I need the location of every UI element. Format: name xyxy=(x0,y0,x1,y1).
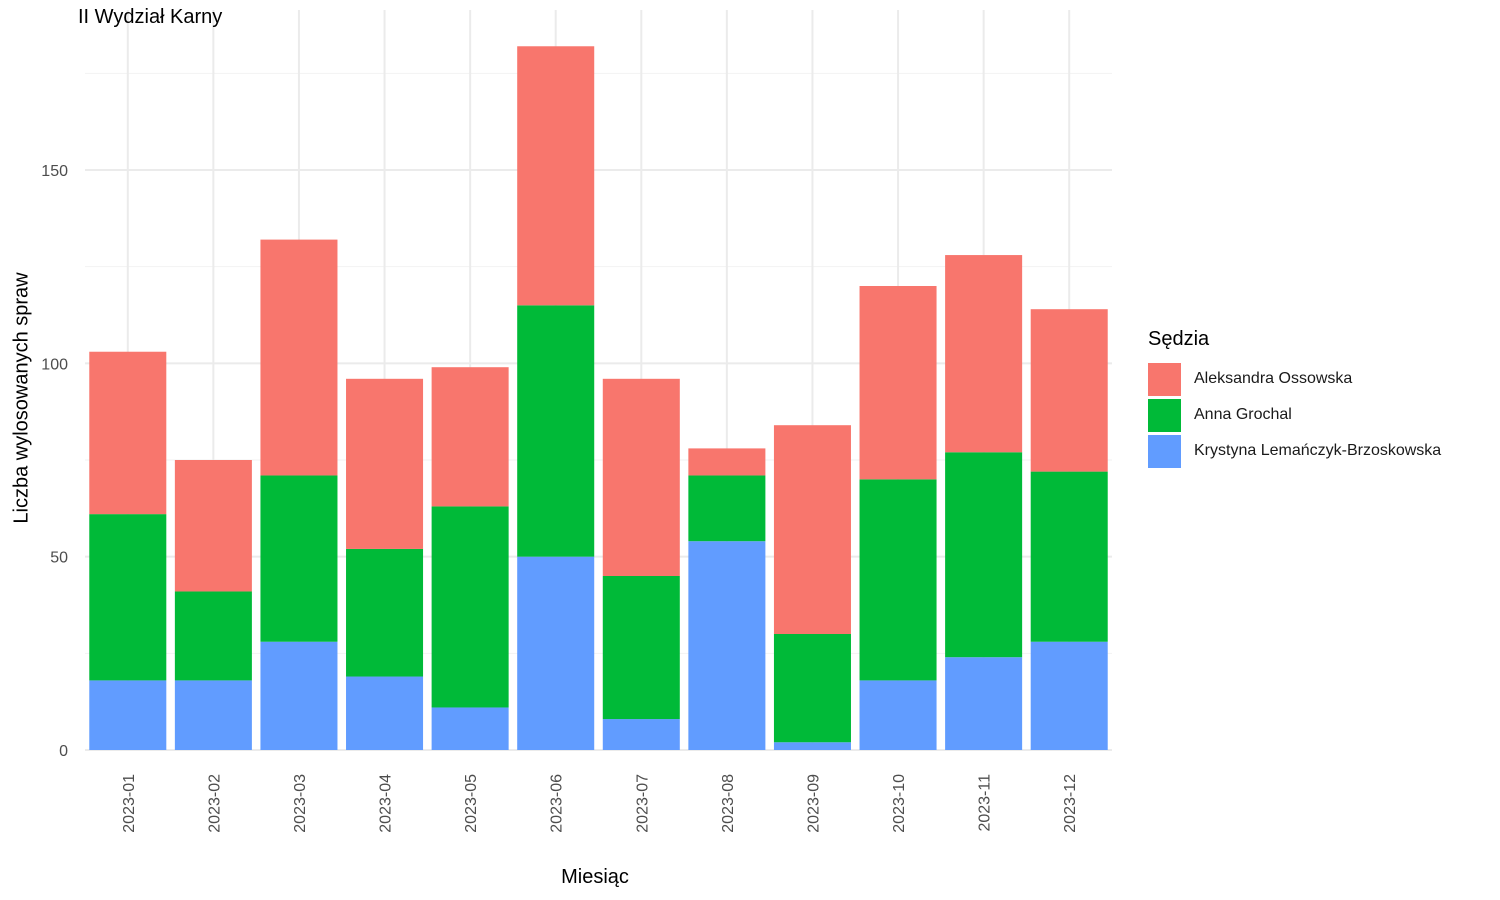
bar-segment xyxy=(260,239,338,476)
legend-item-ossowska: Aleksandra Ossowska xyxy=(1148,361,1441,397)
y-tick-label: 150 xyxy=(41,163,68,180)
x-tick-label: 2023-11 xyxy=(977,774,994,832)
bar-segment xyxy=(859,479,937,681)
legend-label-grochal: Anna Grochal xyxy=(1194,406,1292,423)
legend-item-lemanczyk: Krystyna Lemańczyk-Brzoskowska xyxy=(1148,433,1441,469)
bar-segment xyxy=(517,305,595,557)
x-tick-label: 2023-10 xyxy=(891,774,908,833)
legend-swatch-ossowska xyxy=(1148,362,1181,396)
bar-segment xyxy=(945,255,1023,453)
legend: Sędzia Aleksandra Ossowska Anna Grochal … xyxy=(1148,328,1441,469)
bar-segment xyxy=(346,548,424,677)
bar-segment xyxy=(773,742,851,750)
bar-segment xyxy=(602,719,680,750)
legend-label-ossowska: Aleksandra Ossowska xyxy=(1194,370,1353,387)
x-tick-label: 2023-04 xyxy=(378,774,395,833)
bar-segment xyxy=(773,425,851,634)
chart-title: II Wydział Karny xyxy=(78,6,223,28)
bar-segment xyxy=(346,676,424,750)
bar-segment xyxy=(945,657,1023,750)
legend-title: Sędzia xyxy=(1148,328,1210,350)
bar-segment xyxy=(89,514,167,681)
bar-segment xyxy=(945,452,1023,658)
legend-swatch-grochal xyxy=(1148,398,1181,432)
bar-segment xyxy=(431,506,509,708)
x-tick-label: 2023-03 xyxy=(292,774,309,833)
x-tick-label: 2023-02 xyxy=(206,774,223,833)
bar-segment xyxy=(859,286,937,480)
x-tick-label: 2023-01 xyxy=(121,774,138,833)
bar-segment xyxy=(688,541,766,750)
legend-swatch-lemanczyk xyxy=(1148,434,1181,468)
bar-segment xyxy=(602,378,680,576)
bar-segment xyxy=(346,378,424,549)
y-tick-label: 50 xyxy=(50,550,68,567)
legend-label-lemanczyk: Krystyna Lemańczyk-Brzoskowska xyxy=(1194,442,1442,459)
y-tick-label: 0 xyxy=(59,743,68,760)
bar-segment xyxy=(1030,471,1108,642)
x-axis-label: Miesiąc xyxy=(561,866,629,888)
bar-segment xyxy=(688,475,766,542)
bar-segment xyxy=(431,367,509,507)
bar-segment xyxy=(260,475,338,642)
bar-segment xyxy=(431,707,509,750)
x-tick-label: 2023-05 xyxy=(463,774,480,833)
bar-segment xyxy=(174,591,252,681)
bar-segment xyxy=(517,46,595,306)
bar-segment xyxy=(89,680,167,750)
bar-segment xyxy=(602,576,680,720)
legend-item-grochal: Anna Grochal xyxy=(1148,397,1441,433)
bar-segment xyxy=(859,680,937,750)
y-tick-label: 100 xyxy=(41,356,68,373)
x-tick-label: 2023-09 xyxy=(805,774,822,833)
bar-segment xyxy=(517,556,595,750)
x-tick-label: 2023-06 xyxy=(549,774,566,833)
x-tick-label: 2023-08 xyxy=(720,774,737,833)
bar-segment xyxy=(1030,309,1108,472)
bar-segment xyxy=(260,641,338,750)
y-axis-label: Liczba wylosowanych spraw xyxy=(10,272,33,524)
bar-segment xyxy=(688,448,766,476)
bar-segment xyxy=(1030,641,1108,750)
bar-segment xyxy=(773,634,851,743)
bar-segment xyxy=(174,680,252,750)
x-tick-label: 2023-07 xyxy=(634,774,651,833)
bar-segment xyxy=(89,351,167,515)
x-tick-label: 2023-12 xyxy=(1062,774,1079,833)
bar-segment xyxy=(174,460,252,592)
